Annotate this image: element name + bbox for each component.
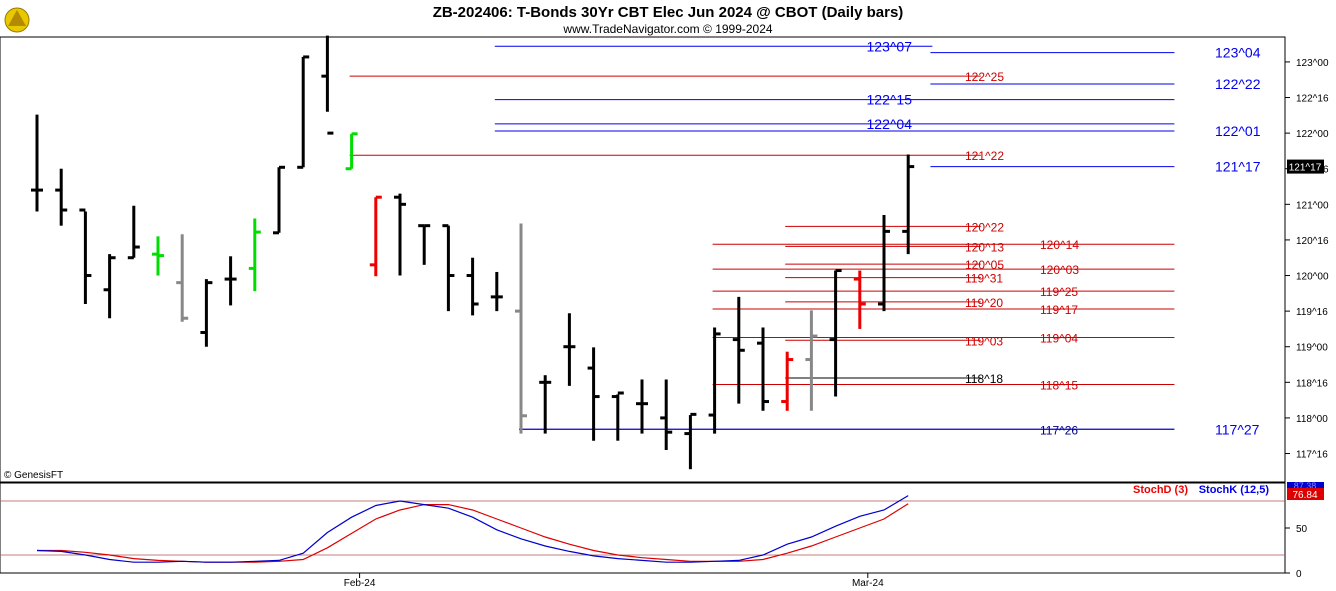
level-label: 119^20 xyxy=(965,296,1003,310)
current-price-label: 121^17 xyxy=(1289,163,1322,174)
price-tick-label: 119^00 xyxy=(1296,343,1328,354)
stoch-tick-label: 50 xyxy=(1296,524,1308,535)
price-tick-label: 117^16 xyxy=(1296,450,1328,461)
price-tick-label: 123^00 xyxy=(1296,58,1329,69)
level-lines: 123^07 123^04 122^25 122^22 122^15 122^04 122^… xyxy=(349,38,1261,437)
stoch-tick-label: 0 xyxy=(1296,569,1302,580)
level-label: 119^17 xyxy=(1040,303,1078,317)
level-label: 122^22 xyxy=(1215,76,1261,92)
date-tick-label: Mar-24 xyxy=(852,578,884,589)
level-label: 120^13 xyxy=(965,240,1004,254)
level-label: 122^01 xyxy=(1215,123,1261,139)
chart-subtitle: www.TradeNavigator.com © 1999-2024 xyxy=(562,22,772,36)
price-tick-label: 120^00 xyxy=(1296,272,1329,283)
level-label: 122^25 xyxy=(965,70,1004,84)
stoch-k-line xyxy=(36,495,909,563)
price-tick-label: 122^00 xyxy=(1296,129,1329,140)
stoch-d-legend: StochD (3) xyxy=(1133,484,1188,496)
level-label: 122^04 xyxy=(867,116,913,132)
price-tick-label: 122^16 xyxy=(1296,94,1329,105)
level-label: 122^15 xyxy=(867,92,913,108)
level-label: 120^22 xyxy=(965,220,1004,234)
level-label: 117^27 xyxy=(1215,421,1260,437)
stoch-panel-frame xyxy=(0,482,1286,574)
stoch-value-markers: 87.38 76.84 xyxy=(1287,481,1324,501)
level-label: 117^26 xyxy=(1040,423,1078,437)
level-label: 121^22 xyxy=(965,149,1004,163)
price-tick-label: 118^00 xyxy=(1296,414,1328,425)
level-label: 123^04 xyxy=(1215,45,1261,61)
price-tick-label: 120^16 xyxy=(1296,236,1329,247)
price-tick-label: 121^00 xyxy=(1296,200,1329,211)
level-label: 119^04 xyxy=(1040,331,1078,345)
stoch-d-value: 76.84 xyxy=(1292,490,1317,501)
stoch-k-legend: StochK (12,5) xyxy=(1199,484,1270,496)
stochastic-panel: 0 50 xyxy=(0,495,1308,580)
price-panel-frame xyxy=(0,36,1286,483)
price-axis: 117^16 118^00 118^16 119^00 119^16 120^00 120^… xyxy=(1285,58,1329,461)
level-label: 119^03 xyxy=(965,334,1003,348)
current-price-marker: 121^17 xyxy=(1287,159,1324,174)
level-label: 120^05 xyxy=(965,258,1004,272)
price-tick-label: 118^16 xyxy=(1296,378,1328,389)
chart-title: ZB-202406: T-Bonds 30Yr CBT Elec Jun 202… xyxy=(433,4,904,21)
level-label: 118^18 xyxy=(965,372,1003,386)
level-label: 120^14 xyxy=(1040,238,1079,252)
trade-navigator-logo xyxy=(4,7,30,33)
level-label: 121^17 xyxy=(1215,159,1261,175)
date-axis: Feb-24 Mar-24 xyxy=(344,573,884,589)
level-label: 123^07 xyxy=(867,38,913,54)
copyright-label: © GenesisFT xyxy=(4,470,63,481)
level-label: 120^03 xyxy=(1040,263,1079,277)
price-bars xyxy=(31,35,915,470)
stoch-k-value: 87.38 xyxy=(1294,481,1317,491)
level-label: 119^25 xyxy=(1040,285,1078,299)
level-label: 118^15 xyxy=(1040,378,1078,392)
level-label: 119^31 xyxy=(965,272,1003,286)
price-tick-label: 119^16 xyxy=(1296,307,1328,318)
stoch-d-line xyxy=(37,503,909,563)
date-tick-label: Feb-24 xyxy=(344,578,376,589)
